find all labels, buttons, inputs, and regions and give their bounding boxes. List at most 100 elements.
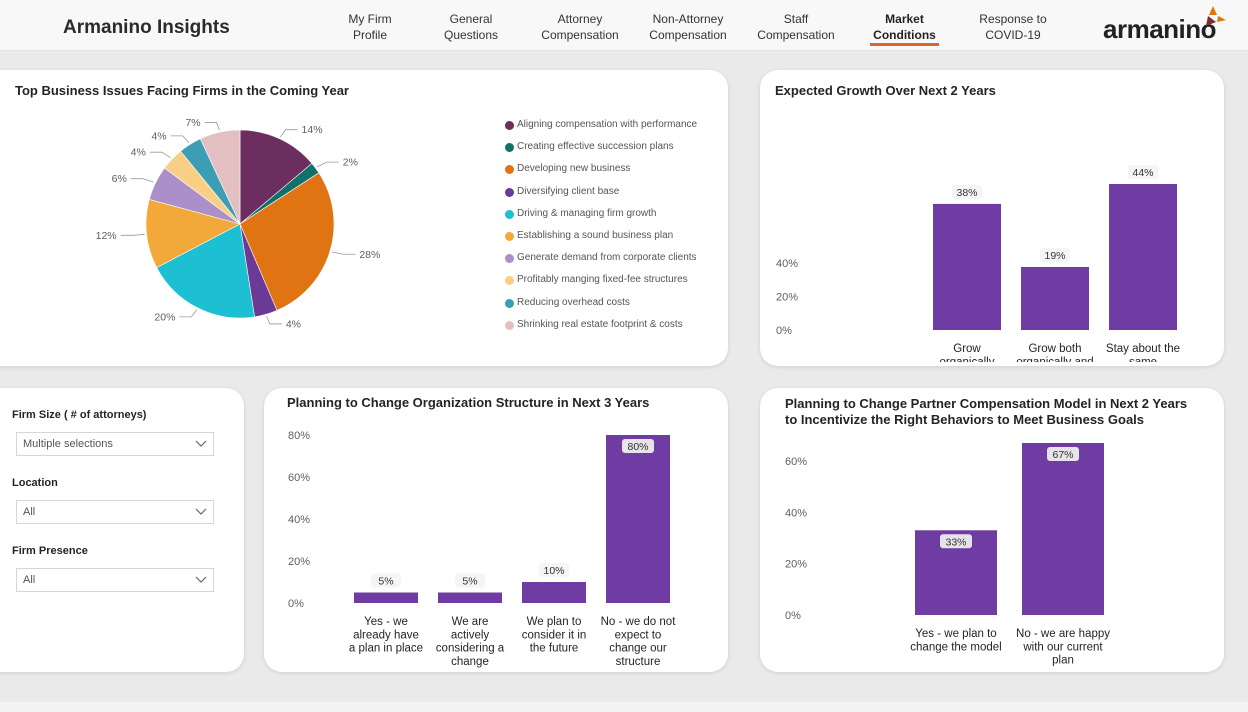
- pie-slice[interactable]: [239, 172, 335, 311]
- data-label-background: [940, 534, 972, 549]
- x-category-label: organically and: [1016, 356, 1093, 362]
- bar[interactable]: [1021, 266, 1089, 330]
- y-tick-label: 20%: [776, 291, 798, 303]
- data-label-background: [622, 439, 654, 453]
- armanino-logo: armanino: [1103, 14, 1217, 44]
- tab-attorney-compensation[interactable]: Attorney Compensation: [540, 11, 620, 43]
- x-category-label: Grow: [953, 343, 981, 355]
- data-label-background: [952, 184, 982, 199]
- data-label-background: [1128, 165, 1158, 179]
- bar-data-label: 67%: [1052, 449, 1073, 461]
- legend-color-swatch: [505, 276, 514, 286]
- legend-color-swatch: [505, 121, 514, 130]
- x-category-label: Stay about the: [1106, 343, 1180, 355]
- growth-chart-title: Expected Growth Over Next 2 Years: [775, 83, 996, 98]
- x-category-label: a plan in place: [349, 643, 423, 655]
- pie-slice[interactable]: [239, 129, 313, 225]
- chevron-down-icon: [195, 508, 207, 515]
- tab-label: Market: [885, 12, 924, 26]
- x-category-label: No - we are happy: [1016, 628, 1110, 640]
- legend-label: Generate demand from corporate clients: [517, 252, 697, 264]
- tab-general-questions[interactable]: General Questions: [441, 11, 501, 43]
- tab-market-conditions[interactable]: Market Conditions: [870, 11, 939, 43]
- pie-leader-line: [149, 151, 171, 159]
- bar[interactable]: [1022, 443, 1104, 615]
- x-category-label: actively: [451, 629, 490, 641]
- legend-label: Creating effective succession plans: [517, 141, 674, 153]
- bar-data-label: 5%: [462, 576, 477, 588]
- legend-label: Driving & managing firm growth: [517, 207, 657, 219]
- tab-my-firm-profile[interactable]: My Firm Profile: [344, 11, 396, 43]
- y-tick-label: 40%: [776, 258, 798, 270]
- pie-leader-line: [120, 234, 145, 236]
- bar[interactable]: [606, 435, 670, 603]
- y-tick-label: 80%: [288, 430, 310, 442]
- tab-non-attorney-compensation[interactable]: Non-Attorney Compensation: [648, 11, 728, 43]
- pie-slice[interactable]: [199, 129, 241, 225]
- pie-leader-line: [331, 251, 356, 255]
- bar[interactable]: [522, 582, 586, 603]
- tab-label: Attorney: [557, 12, 603, 26]
- location-value: All: [23, 506, 36, 518]
- tab-label: COVID-19: [985, 28, 1041, 42]
- pie-data-label: 6%: [112, 173, 127, 185]
- bar[interactable]: [438, 592, 502, 604]
- data-label-background: [455, 573, 485, 588]
- location-dropdown[interactable]: All: [16, 500, 214, 524]
- pie-data-label: 4%: [286, 318, 301, 330]
- x-category-label: change the model: [910, 641, 1001, 653]
- legend-color-swatch: [505, 143, 514, 153]
- x-category-label: considering a: [436, 643, 505, 655]
- x-category-label: already have: [353, 629, 419, 641]
- y-tick-label: 0%: [785, 610, 801, 622]
- expected-growth-card: Expected Growth Over Next 2 Years 0% 20% 4…: [760, 70, 1224, 366]
- pie-leader-line: [170, 135, 190, 143]
- legend-color-swatch: [505, 209, 514, 219]
- legend-label: Shrinking real estate footprint & costs: [517, 318, 683, 330]
- x-category-label: Grow both: [1028, 343, 1081, 355]
- y-tick-label: 0%: [776, 325, 792, 337]
- pie-data-label: 4%: [151, 130, 166, 142]
- x-category-label: consider it in: [522, 629, 587, 641]
- y-tick-label: 20%: [288, 556, 310, 568]
- pie-slice[interactable]: [145, 199, 241, 268]
- org-chart-title: Planning to Change Organization Structur…: [287, 395, 650, 410]
- y-tick-label: 60%: [785, 456, 807, 468]
- bar[interactable]: [1109, 184, 1177, 330]
- data-label-background: [1040, 247, 1070, 262]
- bar-data-label: 38%: [956, 187, 977, 199]
- tab-label: Profile: [352, 28, 387, 42]
- bar-data-label: 33%: [945, 536, 966, 548]
- tab-label: Compensation: [649, 28, 727, 42]
- pie-leader-line: [179, 309, 198, 318]
- x-category-label: same: [1129, 356, 1157, 362]
- tab-staff-compensation[interactable]: Staff Compensation: [756, 11, 836, 43]
- org-structure-card: Planning to Change Organization Structur…: [264, 388, 728, 672]
- pie-slice[interactable]: [156, 223, 255, 319]
- tab-label: Non-Attorney: [652, 12, 724, 26]
- pie-leader-line: [130, 178, 154, 183]
- legend-label: Reducing overhead costs: [517, 296, 630, 308]
- tab-label: My Firm: [348, 12, 392, 26]
- pie-data-label: 20%: [154, 311, 175, 323]
- firm-presence-dropdown[interactable]: All: [16, 568, 214, 592]
- bar-data-label: 5%: [378, 576, 393, 588]
- y-tick-label: 20%: [785, 559, 807, 571]
- logo-mark-top: [1209, 6, 1217, 15]
- filter-label-location: Location: [12, 477, 58, 489]
- data-label-background: [371, 573, 401, 588]
- tab-response-to-covid-19[interactable]: Response to COVID-19: [978, 11, 1048, 43]
- x-category-label: We plan to: [527, 616, 582, 628]
- x-category-label: change: [451, 656, 489, 668]
- filter-label-firm-presence: Firm Presence: [12, 545, 88, 557]
- top-nav-bar: Armanino Insights My Firm Profile Genera…: [0, 0, 1248, 51]
- firm-presence-value: All: [23, 574, 36, 586]
- firm-size-dropdown[interactable]: Multiple selections: [16, 432, 214, 456]
- x-category-label: expect to: [615, 629, 662, 641]
- bar[interactable]: [933, 203, 1001, 330]
- partner-comp-chart-title: Planning to Change Partner Compensation …: [785, 396, 1187, 428]
- pie-data-label: 28%: [359, 249, 380, 261]
- bar[interactable]: [354, 592, 418, 604]
